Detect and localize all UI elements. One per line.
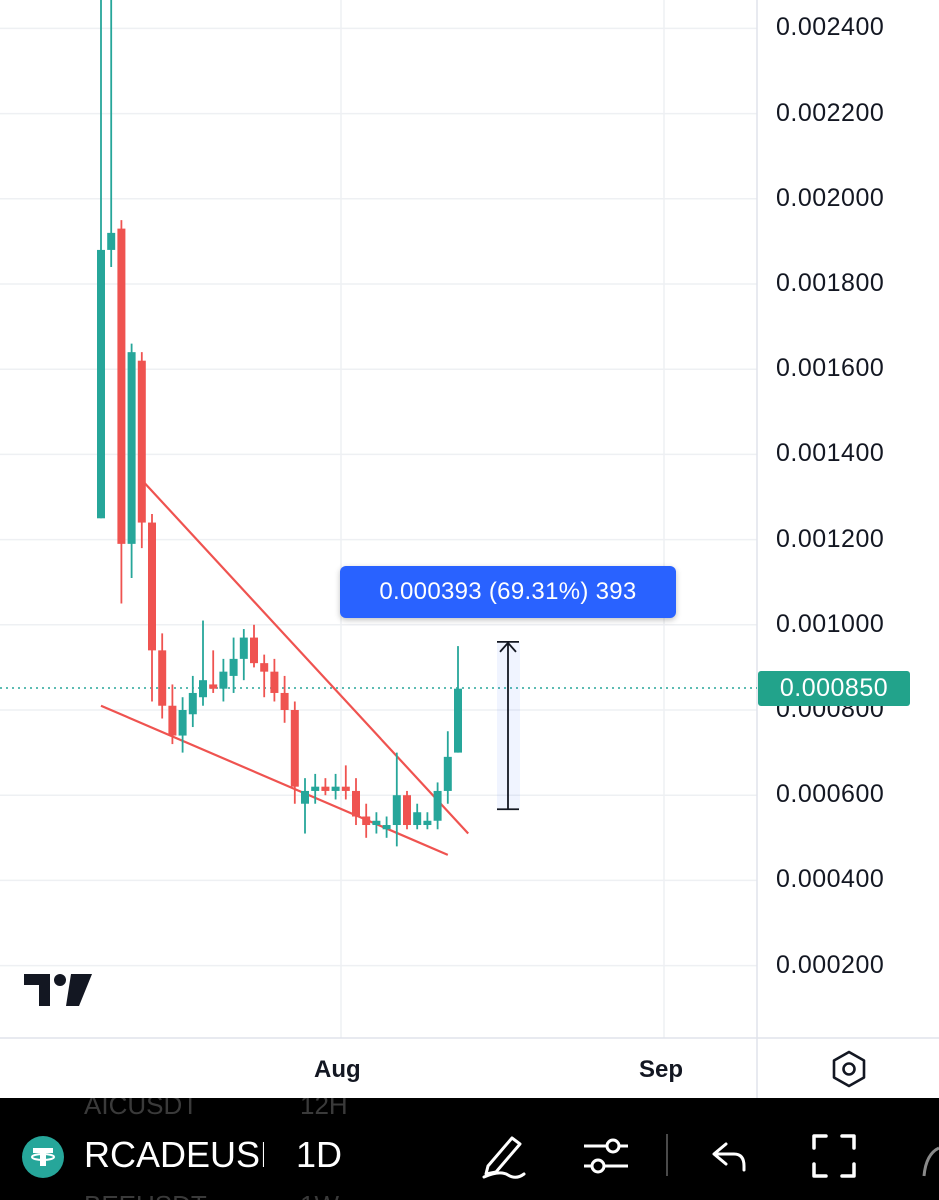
chart-canvas[interactable] (0, 0, 939, 1098)
interval-selector[interactable]: 1D (296, 1134, 343, 1175)
candle-body-down (158, 650, 167, 706)
candle-body-up (372, 820, 381, 826)
candle-body-up (423, 820, 432, 826)
bottom-toolbar: AICUSDT 12H BEEUSDT 1W (0, 1098, 939, 1200)
candle-body-up (331, 786, 340, 791)
price-axis-label: 0.001000 (776, 609, 885, 638)
candle-body-down (341, 786, 350, 791)
candle-body-up (239, 637, 248, 659)
ghost-symbol-above: AICUSDT (84, 1098, 199, 1120)
candle-body-up (443, 756, 452, 791)
time-label-sep: Sep (639, 1056, 684, 1083)
chart-settings-icon[interactable] (826, 1046, 872, 1092)
candle-body-down (290, 710, 299, 787)
grid (0, 0, 757, 1038)
candle-body-down (321, 786, 330, 791)
measure-arrowhead (499, 641, 517, 653)
candle-body-up (382, 825, 391, 830)
ghost-interval-above: 12H (300, 1098, 348, 1120)
draw-pen-icon[interactable] (478, 1130, 528, 1180)
candle-body-up (107, 232, 116, 250)
price-axis-label: 0.000200 (776, 950, 885, 979)
candle-body-down (137, 360, 146, 523)
measure-tool (497, 640, 520, 811)
candle-body-up (454, 688, 462, 753)
candle-body-down (352, 790, 360, 817)
toolbar-separator (666, 1134, 668, 1176)
candle-body-up (301, 790, 309, 804)
candle-body-up (413, 812, 422, 826)
measure-label[interactable]: 0.000393 (69.31%) 393 (340, 566, 676, 618)
candle-body-down (148, 522, 156, 651)
candle-body-up (433, 790, 442, 821)
candles (97, 0, 462, 847)
price-axis-label: 0.001600 (776, 354, 885, 383)
symbol-selector[interactable]: RCADEUSDT (84, 1134, 264, 1175)
candle-body-up (229, 658, 238, 676)
candle-body-up (392, 795, 401, 826)
price-axis-label: 0.001200 (776, 524, 885, 553)
descending-support-trendline (100, 704, 449, 856)
current-price-badge: 0.000850 (758, 671, 910, 706)
price-axis-label: 0.002400 (776, 13, 885, 42)
price-axis-label: 0.001800 (776, 269, 885, 297)
candle-body-down (280, 692, 289, 710)
price-axis-label: 0.002200 (776, 98, 885, 127)
chart-area[interactable]: 0.002400 0.002200 0.002000 0.001800 0.001600… (0, 0, 939, 1098)
candle-body-up (219, 671, 228, 689)
candle-body-up (127, 352, 136, 544)
more-tools-icon[interactable] (920, 1140, 939, 1180)
candle-body-down (209, 684, 218, 689)
candle-body-up (199, 680, 207, 698)
candle-body-down (260, 663, 269, 672)
fullscreen-icon[interactable] (810, 1132, 858, 1180)
tradingview-logo-icon[interactable] (24, 972, 94, 1008)
candle-body-down (250, 637, 258, 664)
time-label-aug: Aug (314, 1056, 361, 1083)
candle-body-down (117, 228, 126, 544)
tether-icon[interactable] (22, 1136, 64, 1178)
candle-body-up (97, 249, 105, 519)
descending-resistance-trendline (140, 479, 470, 835)
undo-icon[interactable] (706, 1136, 752, 1176)
candle-body-down (362, 816, 371, 826)
ghost-symbol-below: BEEUSDT (84, 1190, 207, 1200)
price-axis-label: 0.000400 (776, 865, 885, 894)
candle-body-up (311, 786, 320, 791)
trendlines (100, 479, 470, 856)
indicator-sliders-icon[interactable] (580, 1134, 632, 1178)
candle-body-down (270, 671, 279, 693)
candle-body-up (188, 692, 197, 715)
candle-body-up (178, 710, 187, 736)
candle-body-down (168, 705, 177, 736)
candle-body-down (403, 795, 411, 826)
price-axis-label: 0.001400 (776, 439, 885, 468)
price-axis-label: 0.002000 (776, 183, 885, 212)
ghost-interval-below: 1W (300, 1190, 339, 1200)
price-axis-label: 0.000600 (776, 780, 885, 809)
